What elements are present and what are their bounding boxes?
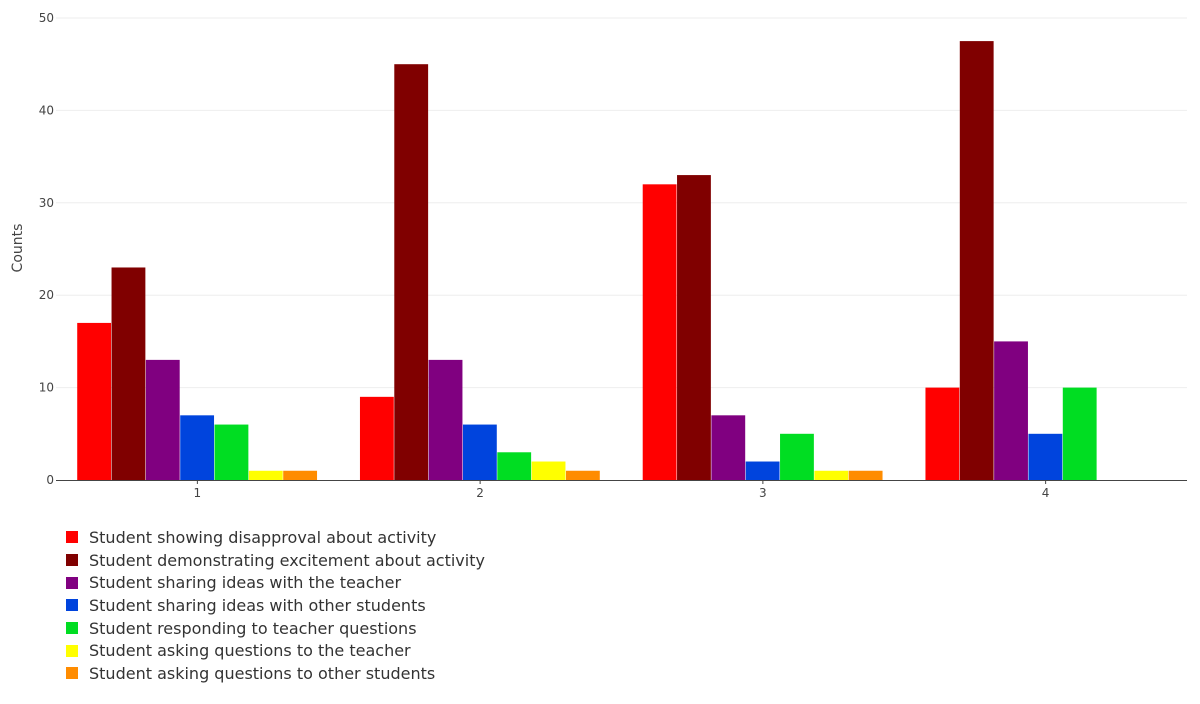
bar xyxy=(77,322,112,480)
bar xyxy=(925,387,960,480)
bar xyxy=(994,341,1028,480)
bar xyxy=(848,470,883,480)
bar xyxy=(497,452,532,480)
legend-label: Student sharing ideas with the teacher xyxy=(89,573,402,593)
bar xyxy=(814,470,849,480)
bar xyxy=(1028,433,1063,480)
y-tick-label: 0 xyxy=(46,473,54,487)
bar xyxy=(677,175,711,480)
legend-swatch xyxy=(66,644,78,657)
bar xyxy=(111,267,146,480)
y-tick-label: 50 xyxy=(39,11,54,25)
bars xyxy=(77,41,1097,480)
legend-item[interactable]: Student asking questions to other studen… xyxy=(66,662,485,685)
bar xyxy=(745,461,780,480)
bar xyxy=(180,415,215,480)
y-tick-labels: 0 10 20 30 40 50 xyxy=(39,11,54,487)
x-tick-label: 4 xyxy=(1042,486,1050,500)
bar xyxy=(462,424,497,480)
legend-item[interactable]: Student demonstrating excitement about a… xyxy=(66,549,485,572)
bar xyxy=(565,470,600,480)
x-tick-label: 3 xyxy=(759,486,767,500)
bar xyxy=(780,433,814,480)
legend-label: Student demonstrating excitement about a… xyxy=(89,550,485,570)
x-tick-label: 2 xyxy=(476,486,484,500)
bar xyxy=(1062,387,1097,480)
bar xyxy=(531,461,566,480)
x-tick-labels: 1 2 3 4 xyxy=(194,480,1050,500)
bar xyxy=(394,64,429,480)
legend-item[interactable]: Student sharing ideas with other student… xyxy=(66,594,485,617)
y-axis-title: Counts xyxy=(10,224,26,273)
legend-swatch xyxy=(66,667,78,680)
legend-swatch xyxy=(66,622,78,635)
legend-swatch xyxy=(66,576,78,589)
legend-swatch xyxy=(66,554,78,567)
legend-item[interactable]: Student asking questions to the teacher xyxy=(66,639,485,662)
legend-item[interactable]: Student sharing ideas with the teacher xyxy=(66,571,485,594)
legend-label: Student asking questions to the teacher xyxy=(89,641,411,661)
legend: Student showing disapproval about activi… xyxy=(66,526,485,685)
legend-label: Student sharing ideas with other student… xyxy=(89,595,426,615)
bar xyxy=(428,359,463,480)
legend-item[interactable]: Student responding to teacher questions xyxy=(66,617,485,640)
bar xyxy=(214,424,249,480)
bar xyxy=(711,415,746,480)
bar xyxy=(959,41,994,480)
bar xyxy=(145,359,180,480)
legend-swatch xyxy=(66,599,78,612)
bar xyxy=(359,396,394,480)
y-tick-label: 30 xyxy=(39,196,54,210)
legend-label: Student responding to teacher questions xyxy=(89,618,417,638)
y-tick-label: 40 xyxy=(39,103,54,117)
legend-label: Student asking questions to other studen… xyxy=(89,663,436,683)
x-tick-label: 1 xyxy=(194,486,202,500)
bar xyxy=(642,184,677,480)
bar xyxy=(283,470,318,480)
legend-swatch xyxy=(66,531,78,544)
legend-label: Student showing disapproval about activi… xyxy=(89,527,437,547)
y-tick-label: 10 xyxy=(39,381,54,395)
legend-item[interactable]: Student showing disapproval about activi… xyxy=(66,526,485,549)
y-tick-label: 20 xyxy=(39,288,54,302)
gridlines xyxy=(56,17,1187,389)
bar xyxy=(248,470,283,480)
